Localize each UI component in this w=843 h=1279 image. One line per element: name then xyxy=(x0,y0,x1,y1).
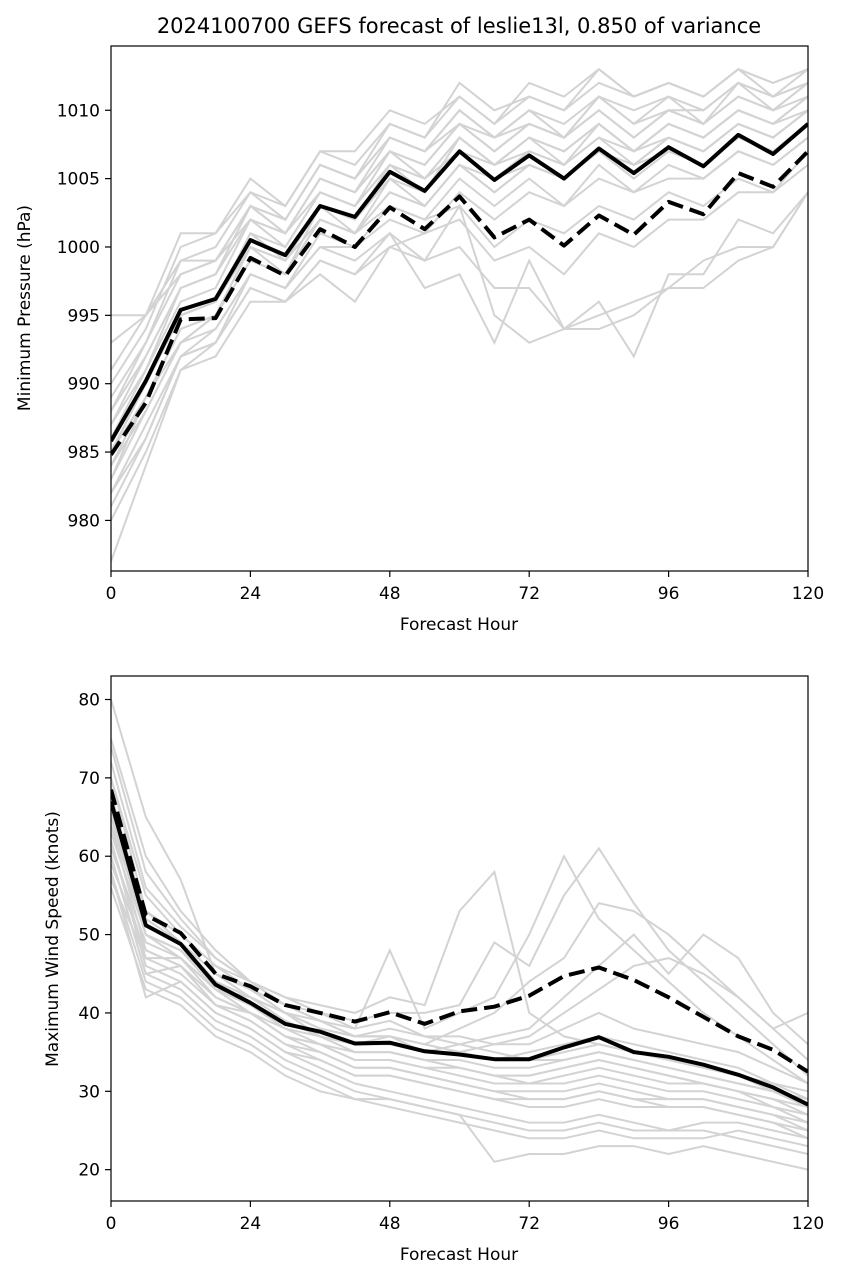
wind-ytick-label: 60 xyxy=(78,847,100,867)
pressure-ytick-label: 1010 xyxy=(57,101,100,121)
wind-member-line-15 xyxy=(111,879,808,1108)
pressure-xtick-label: 0 xyxy=(106,584,117,604)
wind-xtick-label: 120 xyxy=(792,1214,824,1234)
pressure-ytick-label: 985 xyxy=(68,443,100,463)
pressure-member-line-18 xyxy=(111,150,808,562)
wind-ytick-label: 20 xyxy=(78,1161,100,1181)
wind-axes-frame xyxy=(110,675,809,1202)
pressure-xtick-label: 72 xyxy=(518,584,540,604)
wind-member-line-14 xyxy=(111,863,808,1101)
wind-member-line-16 xyxy=(111,840,808,1155)
pressure-control-line xyxy=(111,149,808,456)
pressure-member-line-7 xyxy=(111,136,808,494)
wind-ytick-label: 40 xyxy=(78,1004,100,1024)
pressure-plot-area xyxy=(111,67,808,562)
pressure-ytick-label: 1005 xyxy=(57,170,100,190)
pressure-xtick-label: 120 xyxy=(792,584,824,604)
wind-member-line-22 xyxy=(111,777,808,1116)
wind-member-line-18 xyxy=(111,871,808,1148)
pressure-xtick-label: 48 xyxy=(379,584,401,604)
pressure-member-line-23 xyxy=(111,109,808,317)
wind-mean-line xyxy=(111,800,808,1107)
wind-member-line-23 xyxy=(111,746,808,1108)
pressure-member-line-17 xyxy=(111,191,808,494)
wind-member-line-19 xyxy=(111,887,808,1140)
pressure-member-line-20 xyxy=(111,67,808,371)
pressure-mean-line xyxy=(111,122,808,443)
pressure-ytick-label: 1000 xyxy=(57,238,100,258)
pressure-axes-frame xyxy=(110,45,809,572)
wind-xtick-label: 24 xyxy=(240,1214,262,1234)
wind-control-line xyxy=(111,789,808,1074)
wind-plot-area xyxy=(111,699,808,1171)
figure-title: 2024100700 GEFS forecast of leslie13l, 0… xyxy=(157,14,761,38)
wind-ytick-label: 50 xyxy=(78,926,100,946)
pressure-xtick-label: 96 xyxy=(658,584,680,604)
wind-ytick-label: 70 xyxy=(78,769,100,789)
wind-member-line-10 xyxy=(111,808,808,1077)
pressure-ytick-label: 990 xyxy=(68,375,100,395)
wind-xtick-label: 96 xyxy=(658,1214,680,1234)
wind-xtick-label: 0 xyxy=(106,1214,117,1234)
wind-panel: Maximum Wind Speed (knots) Forecast Hour… xyxy=(43,675,824,1265)
pressure-ylabel: Minimum Pressure (hPa) xyxy=(15,205,35,411)
wind-xlabel: Forecast Hour xyxy=(400,1245,518,1265)
pressure-member-line-22 xyxy=(111,81,808,344)
wind-ytick-label: 30 xyxy=(78,1082,100,1102)
wind-member-line-2 xyxy=(111,738,808,1085)
wind-member-line-20 xyxy=(111,824,808,1132)
wind-ytick-label: 80 xyxy=(78,691,100,711)
pressure-xlabel: Forecast Hour xyxy=(400,615,518,635)
pressure-panel: Minimum Pressure (hPa) Forecast Hour 0 24… xyxy=(15,45,824,635)
pressure-xtick-label: 24 xyxy=(240,584,262,604)
wind-member-line-21 xyxy=(111,808,808,1124)
wind-ylabel: Maximum Wind Speed (knots) xyxy=(43,811,63,1067)
pressure-member-line-16 xyxy=(111,191,808,467)
wind-xtick-label: 72 xyxy=(518,1214,540,1234)
pressure-ytick-label: 980 xyxy=(68,511,100,531)
wind-xtick-label: 48 xyxy=(379,1214,401,1234)
pressure-ytick-label: 995 xyxy=(68,306,100,326)
